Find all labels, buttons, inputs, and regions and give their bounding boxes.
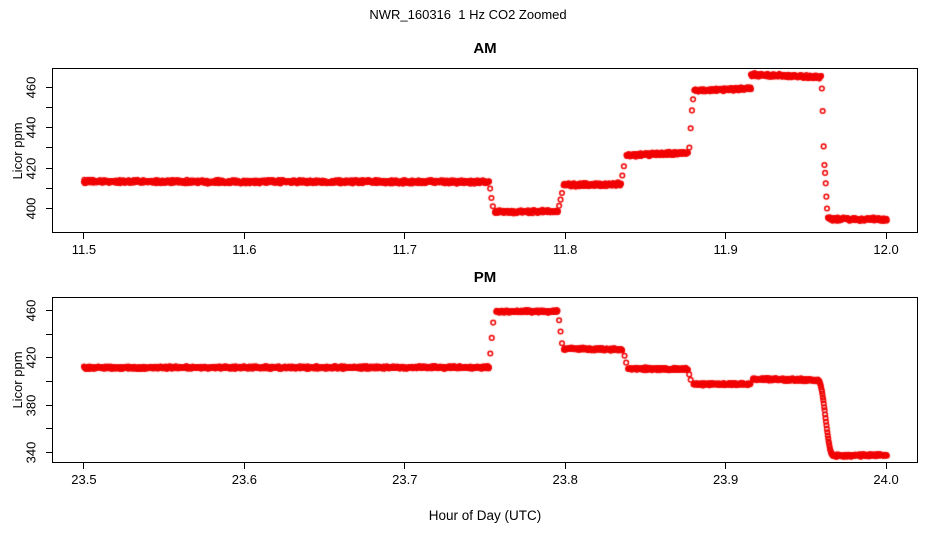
y-tick-mark	[46, 333, 53, 335]
y-tick-mark	[46, 187, 53, 189]
y-tick-mark	[46, 167, 53, 169]
x-tick-label: 11.5	[71, 242, 97, 257]
x-tick-label: 23.6	[231, 472, 258, 487]
y-tick-mark	[46, 428, 53, 430]
chart-title: NWR_160316 1 Hz CO2 Zoomed	[369, 7, 567, 22]
x-tick-mark	[725, 462, 727, 469]
x-tick-label: 23.7	[392, 472, 418, 487]
x-tick-label: 11.7	[392, 242, 417, 257]
x-tick-mark	[564, 462, 566, 469]
x-tick-label: 24.0	[873, 472, 899, 487]
pm-panel-title: PM	[473, 269, 497, 286]
x-tick-label: 11.6	[232, 242, 257, 257]
y-tick-mark	[46, 147, 53, 149]
x-tick-mark	[243, 232, 245, 239]
y-tick-mark	[46, 87, 53, 89]
y-tick-mark	[46, 404, 53, 406]
y-tick-label: 420	[23, 157, 39, 179]
y-tick-mark	[46, 127, 53, 129]
am-panel-title: AM	[473, 40, 497, 57]
y-tick-mark	[46, 451, 53, 453]
pm-scatter-canvas	[53, 298, 917, 462]
x-tick-mark	[83, 232, 85, 239]
y-tick-label: 460	[23, 299, 39, 322]
am-scatter-canvas	[53, 69, 917, 232]
x-tick-mark	[83, 462, 85, 469]
y-tick-mark	[46, 207, 53, 209]
x-tick-mark	[885, 232, 887, 239]
x-tick-label: 23.9	[712, 472, 739, 487]
x-tick-label: 11.8	[553, 242, 578, 257]
x-tick-label: 11.9	[713, 242, 738, 257]
x-tick-label: 23.8	[552, 472, 578, 487]
x-tick-mark	[404, 462, 406, 469]
y-tick-mark	[46, 107, 53, 109]
y-tick-label: 340	[23, 441, 39, 463]
x-tick-mark	[885, 462, 887, 469]
x-tick-mark	[404, 232, 406, 239]
x-tick-label: 23.5	[71, 472, 97, 487]
am-panel-plot-area: AM Licor ppm 11.5 11.6 11.7 11.8 11.9 12.0 400…	[10, 40, 918, 257]
x-tick-label: 12.0	[873, 242, 899, 257]
y-tick-label: 460	[23, 76, 39, 99]
y-tick-label: 380	[23, 394, 39, 416]
y-tick-label: 440	[23, 117, 39, 139]
x-axis-label: Hour of Day (UTC)	[428, 508, 542, 523]
y-tick-mark	[46, 357, 53, 359]
x-tick-mark	[243, 462, 245, 469]
pm-y-axis-label: Licor ppm	[10, 351, 25, 409]
y-tick-label: 400	[23, 197, 39, 220]
y-tick-mark	[46, 380, 53, 382]
y-tick-label: 420	[23, 347, 39, 369]
am-y-axis-label: Licor ppm	[10, 121, 25, 180]
y-tick-mark	[46, 310, 53, 312]
x-tick-mark	[564, 232, 566, 239]
pm-panel-plot-area: PM Licor ppm 23.5 23.6 23.7 23.8 23.9 24.0 340…	[10, 269, 918, 487]
x-tick-mark	[725, 232, 727, 239]
